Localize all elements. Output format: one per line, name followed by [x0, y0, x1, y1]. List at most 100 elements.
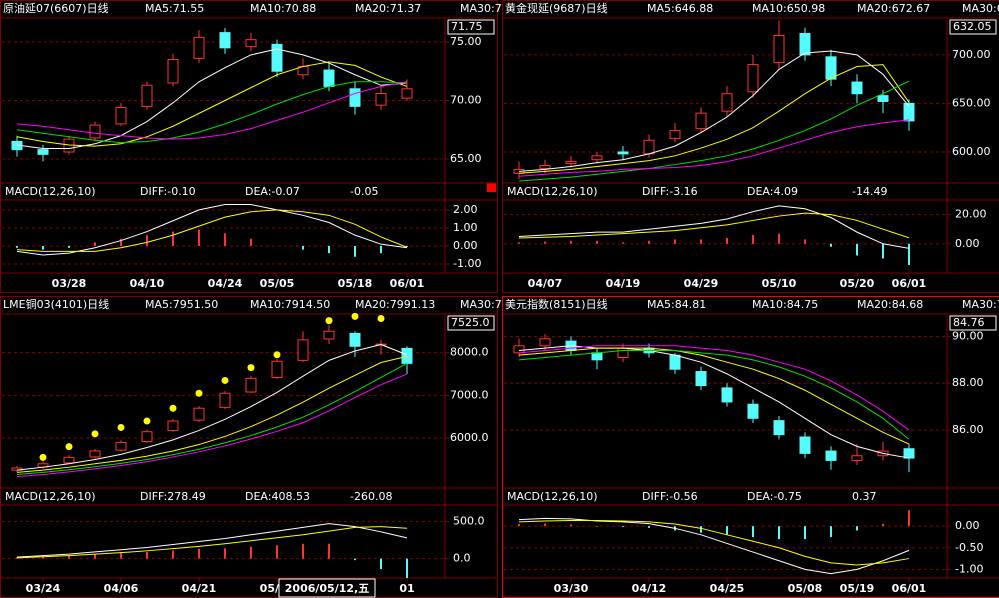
y-tick-label: 70.00 — [450, 94, 482, 107]
candle-body — [115, 107, 127, 125]
sar-dot — [117, 423, 125, 431]
macd-hist-label: -260.08 — [350, 490, 392, 503]
y-tick-label: 1.00 — [453, 221, 478, 234]
chart-title: 美元指数(8151)日线 — [505, 297, 608, 311]
cursor-box — [278, 578, 376, 598]
candle-body — [245, 39, 257, 48]
candle-body — [799, 436, 811, 454]
x-tick-label: 04/25 — [710, 582, 745, 595]
chart-title: 黄金现延(9687)日线 — [505, 1, 608, 15]
macd-legend: DEA:-0.07 — [245, 185, 300, 198]
sar-dot — [377, 314, 385, 322]
price-box — [447, 19, 495, 35]
sar-dot — [143, 417, 151, 425]
candle-body — [115, 441, 127, 451]
legend-entry: MA30:7 — [962, 298, 999, 311]
legend-entry: MA30:6 — [962, 2, 999, 15]
sar-dot — [221, 376, 229, 384]
x-tick-label: 06/01 — [390, 277, 425, 290]
macd-hist-label: -14.49 — [852, 185, 887, 198]
candle-body — [89, 450, 101, 458]
legend-entry: MA10:70.88 — [250, 2, 316, 15]
candle-body — [643, 139, 655, 155]
candle-body — [89, 124, 101, 139]
macd-legend: DIFF:-3.16 — [642, 185, 698, 198]
candle-body — [747, 403, 759, 419]
candle-body — [721, 387, 733, 403]
y-tick-label: 0.00 — [955, 237, 980, 250]
macd-line — [16, 209, 408, 252]
candle-body — [799, 33, 811, 56]
candle-body — [825, 56, 837, 80]
candle-body — [851, 81, 863, 95]
marker — [487, 183, 496, 192]
y-tick-label: 0.0 — [453, 552, 471, 565]
sar-dot — [169, 404, 177, 412]
ma-line — [16, 362, 408, 475]
y-tick-label: 500.0 — [453, 514, 485, 527]
candle-body — [219, 32, 231, 49]
candle-body — [401, 347, 413, 364]
candle-body — [747, 64, 759, 93]
candle-body — [903, 448, 915, 459]
macd-title: MACD(12,26,10) — [507, 490, 598, 503]
y-tick-label: 75.00 — [450, 35, 482, 48]
candle-body — [245, 377, 257, 393]
candle-body — [37, 149, 49, 155]
macd-hist-label: 0.37 — [852, 490, 877, 503]
sar-dot — [195, 389, 203, 397]
y-tick-label: -1.00 — [453, 257, 481, 270]
x-tick-label: 04/21 — [182, 582, 217, 595]
x-tick-label: 05/08 — [788, 582, 823, 595]
macd-title: MACD(12,26,10) — [507, 185, 598, 198]
cursor-label: 2006/05/12,五 — [285, 582, 369, 595]
candle-body — [323, 69, 335, 87]
panel-frame — [502, 0, 999, 293]
candle-body — [297, 339, 309, 361]
y-tick-label: 700.00 — [952, 48, 991, 61]
y-tick-label: 90.00 — [952, 329, 984, 342]
ma-line — [16, 373, 408, 478]
sar-dot — [351, 312, 359, 320]
legend-entry: MA30:7 — [460, 2, 502, 15]
ma-line — [518, 119, 910, 177]
ma-line — [16, 81, 408, 140]
candle-body — [591, 155, 603, 161]
x-tick-label: 04/19 — [606, 277, 641, 290]
legend-entry: MA20:71.37 — [355, 2, 421, 15]
x-tick-label: 04/29 — [684, 277, 719, 290]
y-tick-label: 86.00 — [952, 423, 984, 436]
y-tick-label: 88.00 — [952, 376, 984, 389]
x-tick-label: 04/10 — [130, 277, 165, 290]
candle-body — [851, 455, 863, 461]
x-tick-label: 01 — [399, 582, 414, 595]
macd-legend: DEA:-0.75 — [747, 490, 802, 503]
macd-title: MACD(12,26,10) — [5, 490, 96, 503]
x-tick-label: 04/07 — [528, 277, 563, 290]
macd-title: MACD(12,26,10) — [5, 185, 96, 198]
macd-legend: DEA:408.53 — [245, 490, 310, 503]
y-tick-label: 0.00 — [955, 519, 980, 532]
legend-entry: MA5:646.88 — [647, 2, 713, 15]
y-tick-label: -0.50 — [955, 541, 983, 554]
ma-line — [518, 349, 910, 440]
candle-body — [669, 130, 681, 139]
x-tick-label: 04/12 — [632, 582, 667, 595]
ma-line — [16, 81, 408, 144]
y-tick-label: 650.00 — [952, 96, 991, 109]
sar-dot — [65, 443, 73, 451]
y-tick-label: 6000.0 — [450, 431, 489, 444]
ma-line — [518, 347, 910, 445]
candle-body — [141, 84, 153, 107]
candle-body — [63, 456, 75, 464]
macd-line — [16, 523, 408, 558]
candle-body — [349, 88, 361, 107]
ma-line — [16, 48, 408, 149]
price-box — [949, 315, 997, 331]
macd-line — [16, 204, 408, 256]
ma-line — [16, 61, 408, 147]
ma-line — [518, 345, 910, 431]
legend-entry: MA20:84.68 — [857, 298, 923, 311]
